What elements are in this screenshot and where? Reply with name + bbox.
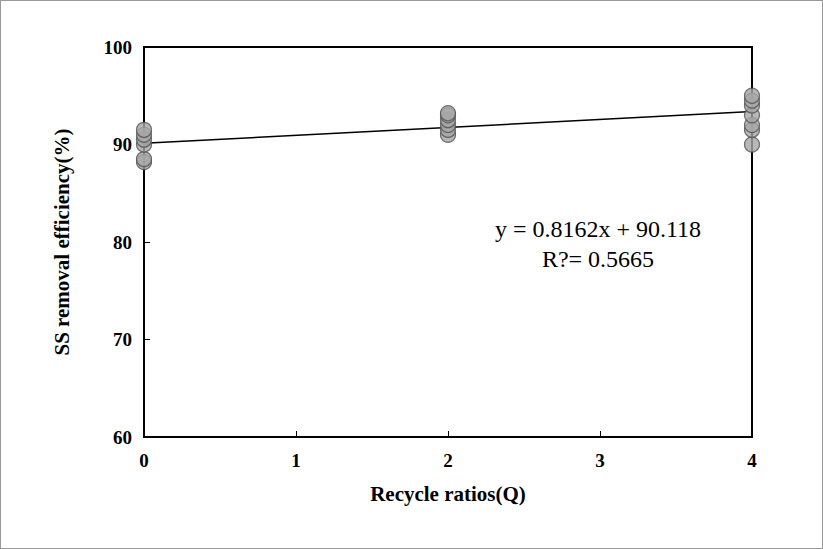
svg-text:0: 0	[139, 450, 149, 471]
svg-text:R?= 0.5665: R?= 0.5665	[542, 246, 654, 272]
svg-text:90: 90	[113, 134, 132, 155]
svg-text:y = 0.8162x + 90.118: y = 0.8162x + 90.118	[495, 216, 701, 242]
svg-text:2: 2	[443, 450, 453, 471]
svg-text:3: 3	[595, 450, 605, 471]
svg-text:60: 60	[113, 427, 132, 448]
svg-text:80: 80	[113, 232, 132, 253]
svg-text:SS removal efficiency(%): SS removal efficiency(%)	[50, 128, 74, 355]
svg-text:100: 100	[104, 37, 133, 58]
svg-text:1: 1	[291, 450, 301, 471]
svg-text:4: 4	[747, 450, 757, 471]
svg-text:70: 70	[113, 329, 132, 350]
svg-text:Recycle ratios(Q): Recycle ratios(Q)	[370, 482, 526, 506]
